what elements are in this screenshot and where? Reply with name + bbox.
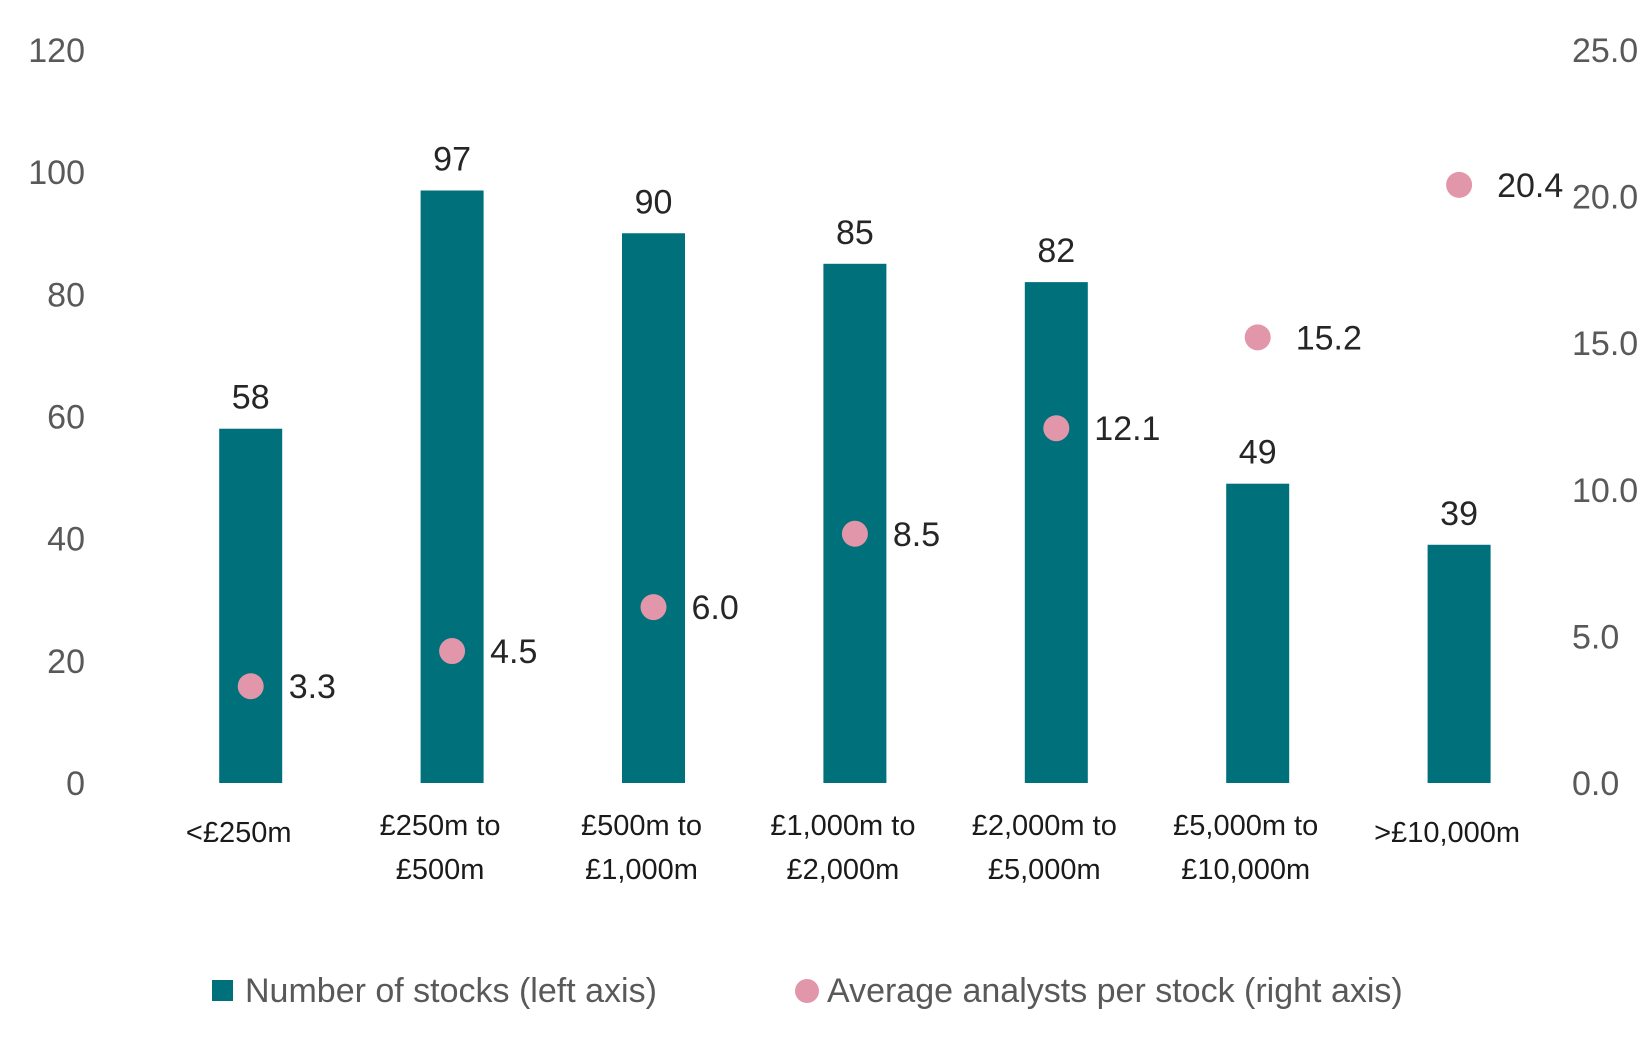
category-axis: <£250m £250m to £500m £500m to £1,000m £1,000… [186,810,1520,886]
right-axis: 0.0 5.0 10.0 15.0 20.0 25.0 [1572,32,1638,803]
right-axis-tick-label: 15.0 [1572,325,1638,363]
category-label: £2,000m to [972,810,1117,842]
right-axis-tick-label: 10.0 [1572,472,1638,510]
legend-bar-swatch [212,980,233,1001]
category-label: £250m to [380,810,501,842]
dot-point [1244,324,1271,351]
bar-data-label: 49 [1239,434,1277,472]
category-label: £2,000m [786,854,899,886]
dot-data-label: 20.4 [1497,167,1563,205]
dot-data-label: 8.5 [893,516,940,554]
dot-data-label: 12.1 [1094,410,1160,448]
bar [1427,544,1491,783]
legend-dot-swatch [795,979,819,1003]
left-axis-tick-label: 20 [47,643,85,681]
dot-point [841,520,868,547]
dot-point [439,638,466,665]
bar [219,428,283,783]
bar [622,233,685,783]
left-axis-tick-label: 40 [47,521,85,559]
left-axis-tick-label: 60 [47,399,85,437]
dot-data-labels: 3.3 4.5 6.0 8.5 12.1 15.2 20.4 [289,167,1564,706]
dot-data-label: 4.5 [490,633,537,671]
category-label: £5,000m [988,854,1101,886]
category-label: £10,000m [1181,854,1310,886]
left-axis-tick-label: 80 [47,276,85,314]
bar [1024,282,1088,783]
legend-bar-label: Number of stocks (left axis) [245,972,657,1010]
left-axis-tick-label: 100 [28,154,85,192]
bar-data-label: 85 [836,214,874,252]
bar-data-label: 58 [232,379,270,417]
bar-data-label: 82 [1037,232,1075,270]
category-label: <£250m [186,817,292,849]
dot-point [640,594,667,621]
dot-point [1043,415,1070,442]
category-label: £5,000m to [1173,810,1318,842]
bar-data-labels: 58 97 90 85 82 49 39 [232,140,1478,532]
dot-data-label: 15.2 [1296,319,1362,357]
legend-dot-label: Average analysts per stock (right axis) [827,972,1403,1010]
bar-series [219,190,1491,784]
category-label: £1,000m [585,854,698,886]
bar-data-label: 39 [1440,495,1478,533]
dot-point [1446,171,1473,198]
left-axis-tick-label: 120 [28,32,85,70]
legend: Number of stocks (left axis) Average ana… [212,972,1403,1010]
dot-data-label: 3.3 [289,668,336,706]
dot-point [237,673,264,700]
right-axis-tick-label: 25.0 [1572,32,1638,70]
bar [1226,483,1290,783]
left-axis-tick-label: 0 [66,765,85,803]
category-label: £500m [396,854,485,886]
left-axis: 0 20 40 60 80 100 120 [28,32,85,803]
category-label: £500m to [581,810,702,842]
category-label: £1,000m to [770,810,915,842]
category-label: >£10,000m [1374,817,1520,849]
right-axis-tick-label: 5.0 [1572,618,1619,656]
bar [420,190,484,783]
bar-data-label: 90 [635,183,673,221]
right-axis-tick-label: 20.0 [1572,179,1638,217]
right-axis-tick-label: 0.0 [1572,765,1619,803]
dot-series [237,171,1473,700]
bar-data-label: 97 [433,140,471,178]
dot-data-label: 6.0 [692,589,739,627]
